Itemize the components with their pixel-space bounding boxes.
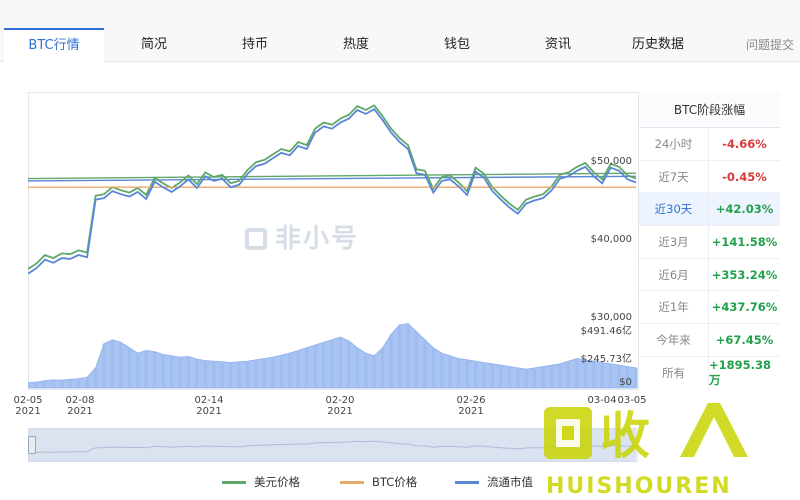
period-change: +353.24% [711, 267, 778, 282]
watermark-icon [245, 228, 267, 250]
legend-label: 流通市值 [487, 475, 533, 489]
period-row[interactable]: 近6月 +353.24% [639, 258, 780, 292]
y-tick-label: $30,000 [590, 312, 632, 323]
legend-swatch [222, 480, 246, 484]
period-row-selected[interactable]: 近30天 +42.03% [639, 193, 780, 227]
tab-news[interactable]: 资讯 [544, 37, 571, 52]
x-tick-label: 02-20 2021 [325, 395, 355, 417]
period-change: +1895.38万 [709, 358, 772, 388]
legend-label: 美元价格 [254, 475, 300, 489]
price-chart[interactable] [28, 92, 638, 322]
volume-chart [28, 323, 638, 389]
tab-history[interactable]: 历史数据 [631, 37, 684, 52]
watermark-text: 非小号 [275, 224, 360, 254]
legend-label: BTC价格 [372, 475, 418, 489]
y-tick-label: $40,000 [590, 234, 632, 245]
x-tick-label: 02-08 2021 [65, 395, 95, 417]
x-tick-label: 02-26 2021 [456, 395, 486, 417]
trend-line [28, 172, 637, 180]
range-selection[interactable] [28, 428, 636, 462]
series-line-mcap [28, 108, 637, 275]
period-label: 所有 [639, 356, 709, 390]
svg-text:收: 收 [600, 407, 650, 465]
period-row[interactable]: 近1年 +437.76% [639, 291, 780, 325]
x-tick-label: 03-04 [587, 395, 617, 406]
tab-popularity[interactable]: 热度 [342, 37, 369, 52]
period-label: 24小时 [639, 128, 709, 160]
tab-btc-market[interactable]: BTC行情 [4, 28, 104, 62]
period-label: 近7天 [639, 160, 709, 193]
legend-item-mcap[interactable]: 流通市值 [455, 474, 533, 490]
period-change: +67.45% [715, 332, 774, 347]
period-label: 近3月 [639, 226, 709, 258]
period-change: +141.58% [711, 234, 778, 249]
period-row[interactable]: 近7天 -0.45% [639, 160, 780, 194]
tab-holdings[interactable]: 持币 [241, 37, 268, 52]
period-label: 近1年 [639, 291, 709, 324]
svg-text:HUISHOUREN: HUISHOUREN [546, 474, 732, 499]
volume-tick-label: $0 [619, 377, 632, 388]
tab-feedback[interactable]: 问题提交 [745, 38, 794, 52]
period-change: -0.45% [722, 169, 767, 184]
legend-item-btc[interactable]: BTC价格 [340, 474, 417, 490]
period-change: +42.03% [715, 202, 774, 217]
period-change: -4.66% [722, 136, 767, 151]
range-handle-left[interactable] [28, 436, 36, 454]
volume-tick-label: $491.46亿 [580, 326, 632, 337]
y-tick-label: $50,000 [590, 156, 632, 167]
range-navigator[interactable] [28, 428, 638, 462]
period-label: 近6月 [639, 258, 709, 291]
legend-item-usd[interactable]: 美元价格 [222, 474, 300, 490]
tab-wallet[interactable]: 钱包 [443, 37, 470, 52]
period-change-panel: BTC阶段涨幅 24小时 -4.66% 近7天 -0.45% 近30天 +42.03%… [638, 92, 780, 390]
period-row[interactable]: 今年来 +67.45% [639, 324, 780, 357]
period-change: +437.76% [711, 300, 778, 315]
period-row[interactable]: 所有 +1895.38万 [639, 356, 780, 390]
trend-line [28, 175, 637, 182]
tab-overview[interactable]: 简况 [140, 37, 167, 52]
legend-swatch [340, 480, 364, 484]
x-axis: 02-05 2021 02-08 2021 02-14 2021 02-20 2021 … [0, 395, 660, 419]
legend-swatch [455, 480, 479, 484]
period-row[interactable]: 24小时 -4.66% [639, 128, 780, 161]
watermark: 非小号 [245, 218, 359, 255]
period-label: 今年来 [639, 324, 709, 356]
navigator-sparkline [28, 440, 637, 454]
tab-bar: BTC行情 简况 持币 热度 钱包 资讯 历史数据 问题提交 [0, 0, 800, 62]
volume-tick-label: $245.73亿 [580, 354, 632, 365]
panel-title: BTC阶段涨幅 [639, 92, 780, 128]
huishouren-logo: 收 HUISHOUREN [544, 403, 748, 499]
x-tick-label: 02-05 2021 [13, 395, 43, 417]
x-tick-label: 02-14 2021 [194, 395, 224, 417]
x-tick-label: 03-05 [617, 395, 647, 406]
period-row[interactable]: 近3月 +141.58% [639, 226, 780, 259]
period-label: 近30天 [639, 193, 709, 226]
navigator-line [28, 440, 637, 454]
series-line-usd [28, 104, 637, 270]
